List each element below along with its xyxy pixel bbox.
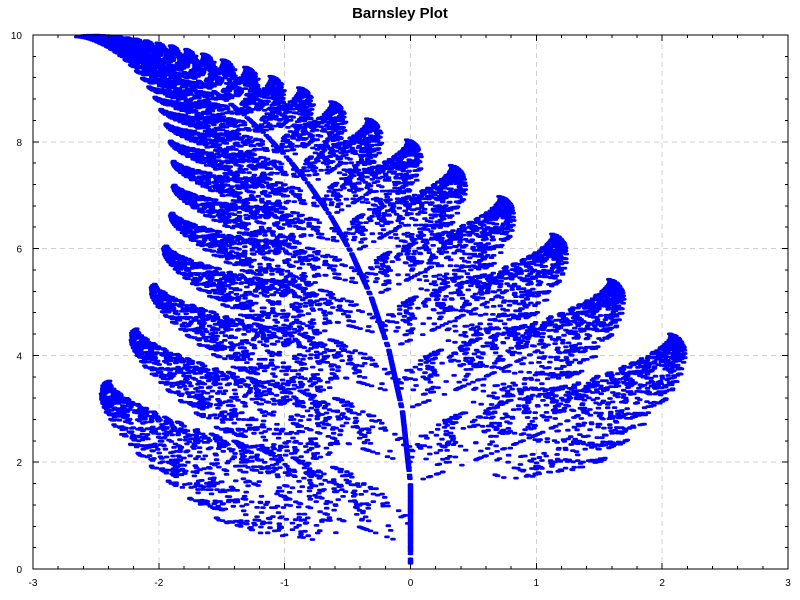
y-tick-label: 0 [16,565,22,576]
y-tick-label: 6 [16,245,22,256]
x-tick-label: -1 [280,578,289,589]
x-tick-label: 0 [408,578,414,589]
fern-points [74,33,688,565]
chart-title: Barnsley Plot [352,5,448,22]
y-tick-label: 2 [16,458,22,469]
y-axis-ticks: 0 2 4 6 8 10 [11,31,788,576]
x-tick-label: -3 [29,578,38,589]
x-tick-label: 3 [785,578,791,589]
y-tick-label: 4 [16,351,22,362]
x-tick-label: -2 [154,578,163,589]
y-tick-label: 10 [11,31,23,42]
y-tick-label: 8 [16,138,22,149]
x-axis-ticks: -3 -2 -1 0 1 2 3 [29,35,791,589]
x-tick-label: 2 [659,578,665,589]
x-tick-label: 1 [534,578,540,589]
fern-scatter-points [74,33,688,565]
